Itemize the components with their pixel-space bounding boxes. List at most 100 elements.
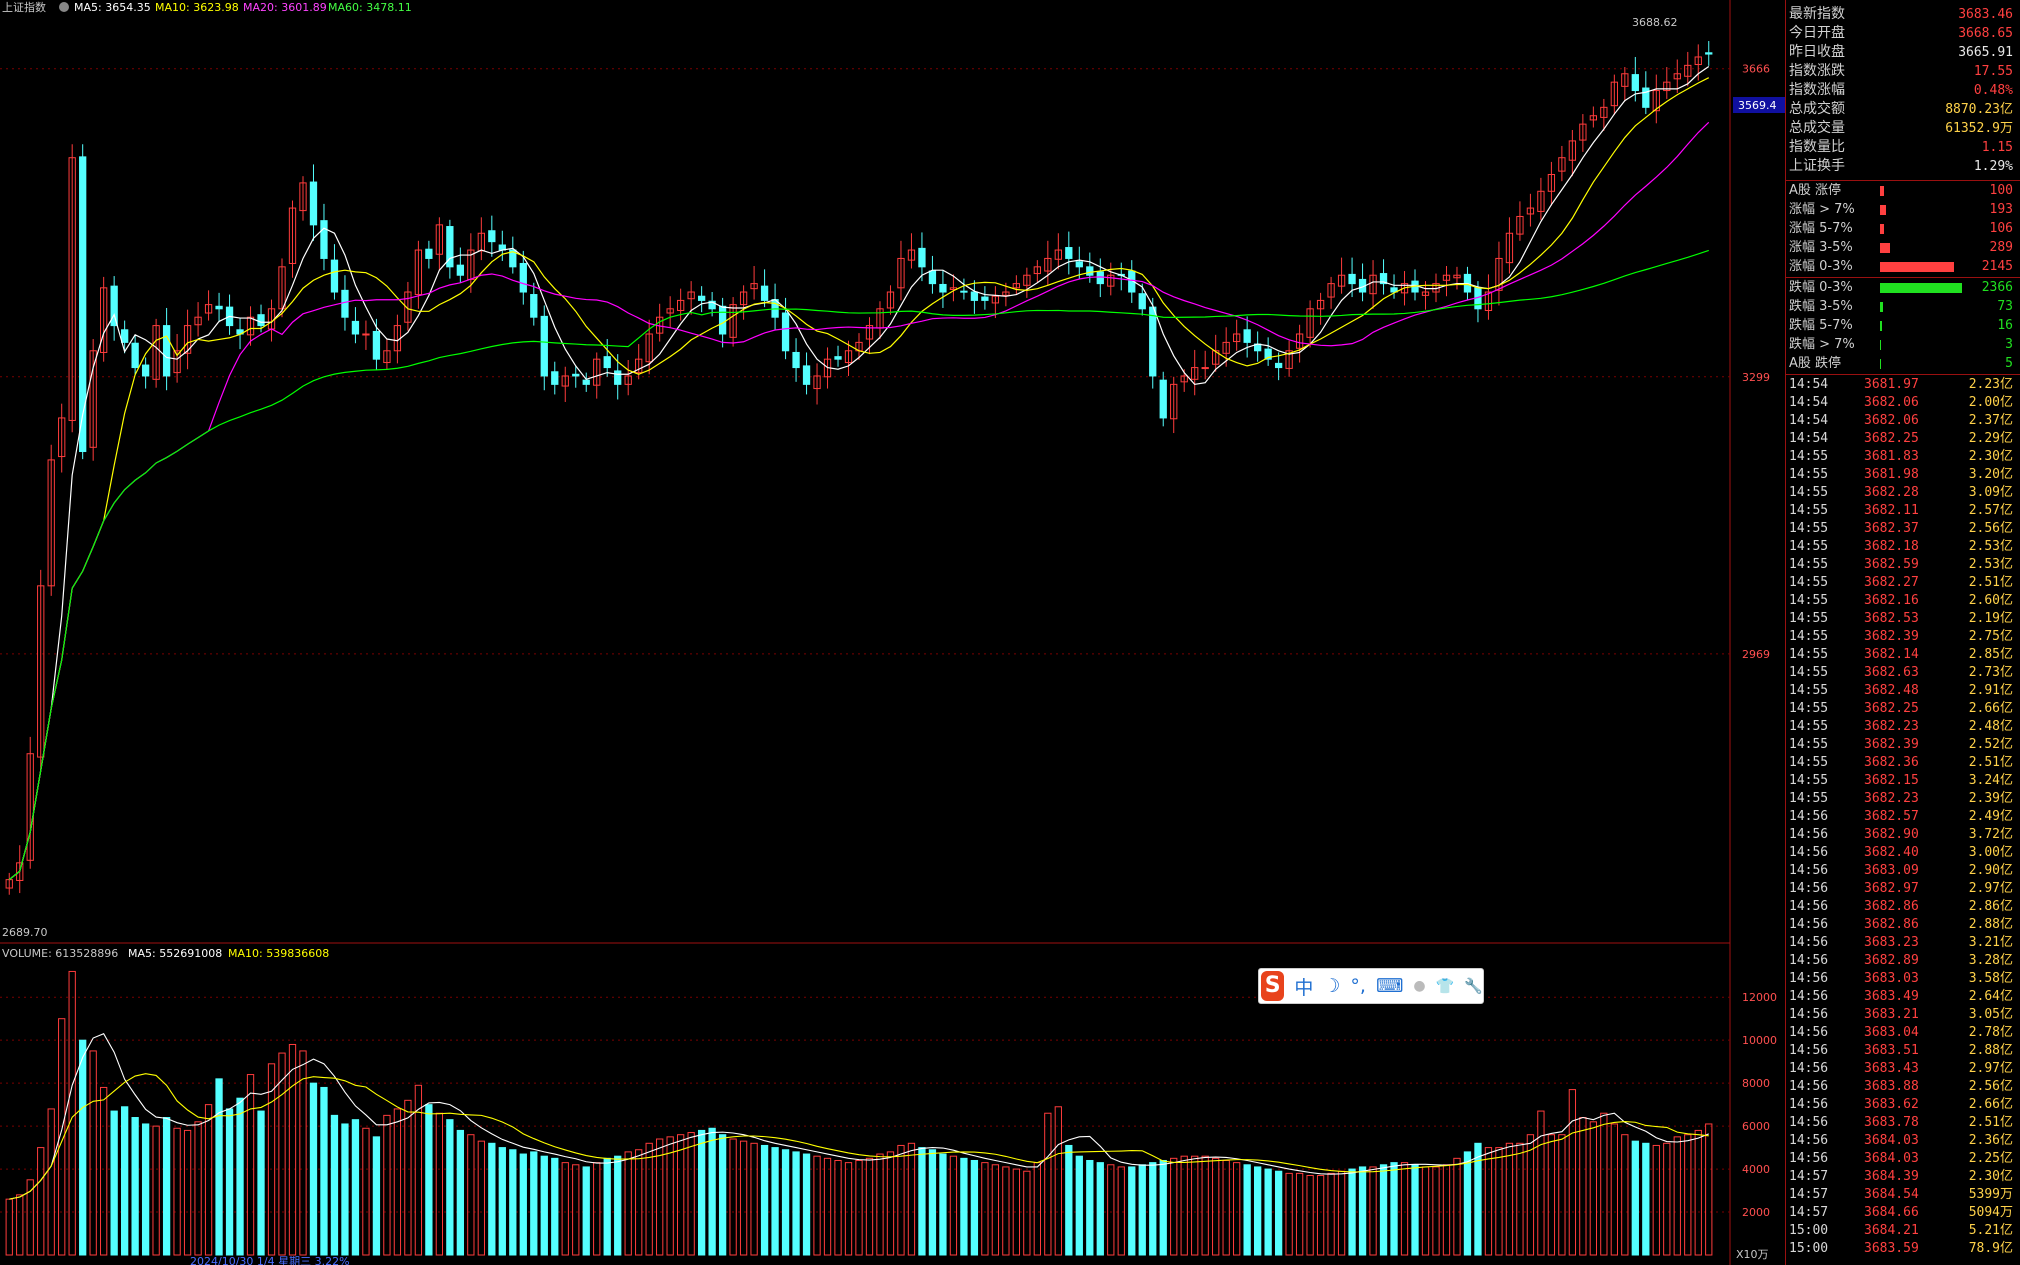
tick-row[interactable]: 14:56 3683.03 3.58亿 — [1786, 970, 2020, 988]
tick-row[interactable]: 14:56 3683.04 2.78亿 — [1786, 1024, 2020, 1042]
stat-row: 指数涨跌 17.55 — [1786, 62, 2020, 81]
tick-row[interactable]: 14:55 3682.23 2.48亿 — [1786, 718, 2020, 736]
volume-bar — [456, 1129, 464, 1256]
ma5-label: MA5: 3654.35 — [74, 1, 151, 14]
tick-row[interactable]: 14:55 3682.59 2.53亿 — [1786, 556, 2020, 574]
panel-separator — [1786, 374, 2020, 375]
tick-row[interactable]: 14:56 3682.57 2.49亿 — [1786, 808, 2020, 826]
user-icon[interactable]: ● — [1413, 978, 1426, 994]
tick-row[interactable]: 14:56 3683.88 2.56亿 — [1786, 1078, 2020, 1096]
candle-body — [624, 375, 632, 385]
volume-bar — [162, 1117, 171, 1256]
tick-row[interactable]: 14:55 3682.53 2.19亿 — [1786, 610, 2020, 628]
candle-body — [813, 375, 821, 390]
candle-body — [246, 316, 255, 336]
tick-row[interactable]: 14:55 3682.27 2.51亿 — [1786, 574, 2020, 592]
tick-row[interactable]: 14:54 3681.97 2.23亿 — [1786, 376, 2020, 394]
candle-body — [141, 364, 150, 377]
tick-row[interactable]: 14:55 3682.36 2.51亿 — [1786, 754, 2020, 772]
tick-amount: 2.30亿 — [1968, 449, 2013, 464]
tick-row[interactable]: 14:55 3681.83 2.30亿 — [1786, 448, 2020, 466]
tick-row[interactable]: 14:56 3682.40 3.00亿 — [1786, 844, 2020, 862]
candle-body — [68, 157, 76, 421]
tick-row[interactable]: 14:54 3682.25 2.29亿 — [1786, 430, 2020, 448]
candle-body — [204, 304, 213, 314]
ime-chinese-mode[interactable]: 中 — [1294, 976, 1314, 999]
tick-row[interactable]: 14:56 3683.23 3.21亿 — [1786, 934, 2020, 952]
stat-label: 总成交量 — [1789, 120, 1845, 136]
tick-row[interactable]: 14:57 3684.54 5399万 — [1786, 1186, 2020, 1204]
wrench-icon[interactable]: 🔧 — [1464, 977, 1483, 995]
volume-bar — [1432, 1166, 1440, 1256]
tick-row[interactable]: 14:54 3682.06 2.37亿 — [1786, 412, 2020, 430]
punctuation-icon[interactable]: °, — [1350, 975, 1366, 997]
volume-bar — [1075, 1155, 1083, 1256]
keyboard-icon[interactable]: ⌨ — [1375, 975, 1404, 997]
tick-row[interactable]: 14:55 3682.11 2.57亿 — [1786, 502, 2020, 520]
tick-row[interactable]: 14:56 3684.03 2.36亿 — [1786, 1132, 2020, 1150]
volume-bar — [215, 1078, 223, 1256]
tick-row[interactable]: 14:55 3682.39 2.75亿 — [1786, 628, 2020, 646]
tick-row[interactable]: 14:56 3683.21 3.05亿 — [1786, 1006, 2020, 1024]
settings-icon[interactable] — [59, 2, 69, 12]
breadth-bar — [1880, 302, 1883, 312]
tick-row[interactable]: 14:56 3682.86 2.86亿 — [1786, 898, 2020, 916]
skin-icon[interactable]: 👕 — [1435, 977, 1455, 995]
tick-row[interactable]: 14:56 3683.43 2.97亿 — [1786, 1060, 2020, 1078]
ime-toolbar[interactable]: S 中 ☽ °, ⌨ ● 👕 🔧 — [1258, 968, 1484, 1004]
tick-row[interactable]: 14:55 3682.15 3.24亿 — [1786, 772, 2020, 790]
tick-row[interactable]: 14:55 3682.25 2.66亿 — [1786, 700, 2020, 718]
volume-bar — [551, 1157, 559, 1256]
moon-icon[interactable]: ☽ — [1323, 975, 1341, 997]
tick-price: 3684.03 — [1864, 1151, 1919, 1166]
tick-row[interactable]: 14:56 3682.89 3.28亿 — [1786, 952, 2020, 970]
sogou-logo-icon[interactable]: S — [1261, 971, 1285, 1001]
tick-row[interactable]: 14:56 3683.49 2.64亿 — [1786, 988, 2020, 1006]
tick-amount: 2.66亿 — [1968, 701, 2013, 716]
tick-time: 14:55 — [1789, 791, 1829, 806]
tick-row[interactable]: 14:56 3683.51 2.88亿 — [1786, 1042, 2020, 1060]
kline-chart[interactable]: 3666 3299 2969 12000 10000 8000 6000 4000 2000 上… — [0, 0, 1785, 1265]
tick-row[interactable]: 15:00 3683.59 78.9亿 — [1786, 1240, 2020, 1258]
tick-row[interactable]: 14:57 3684.66 5094万 — [1786, 1204, 2020, 1222]
tick-row[interactable]: 14:55 3682.28 3.09亿 — [1786, 484, 2020, 502]
tick-row[interactable]: 14:56 3682.97 2.97亿 — [1786, 880, 2020, 898]
tick-row[interactable]: 14:56 3683.78 2.51亿 — [1786, 1114, 2020, 1132]
tick-row[interactable]: 14:56 3684.03 2.25亿 — [1786, 1150, 2020, 1168]
candle-body — [120, 329, 129, 343]
tick-row[interactable]: 14:56 3682.86 2.88亿 — [1786, 916, 2020, 934]
tick-row[interactable]: 14:55 3682.37 2.56亿 — [1786, 520, 2020, 538]
candle-body — [1306, 308, 1314, 338]
candle-body — [1138, 293, 1146, 310]
tick-row[interactable]: 14:56 3683.09 2.90亿 — [1786, 862, 2020, 880]
tick-row[interactable]: 14:55 3682.14 2.85亿 — [1786, 646, 2020, 664]
breadth-count: 2145 — [1981, 259, 2013, 274]
tick-row[interactable]: 14:56 3683.62 2.66亿 — [1786, 1096, 2020, 1114]
tick-row[interactable]: 14:57 3684.39 2.30亿 — [1786, 1168, 2020, 1186]
ma20-line — [8, 121, 1710, 881]
index-name-label: 上证指数 — [2, 0, 46, 14]
volume-bar — [1107, 1164, 1115, 1256]
stat-value: 3668.65 — [1958, 26, 2013, 41]
breadth-row: A股 跌停 5 — [1786, 354, 2020, 373]
candle-body — [1170, 383, 1178, 420]
tick-row[interactable]: 14:55 3681.98 3.20亿 — [1786, 466, 2020, 484]
tick-row[interactable]: 14:54 3682.06 2.00亿 — [1786, 394, 2020, 412]
tick-row[interactable]: 14:55 3682.18 2.53亿 — [1786, 538, 2020, 556]
tick-row[interactable]: 15:00 3684.21 5.21亿 — [1786, 1222, 2020, 1240]
tick-price: 3683.62 — [1864, 1097, 1919, 1112]
volume-bar — [855, 1159, 863, 1256]
tick-row[interactable]: 14:56 3682.90 3.72亿 — [1786, 826, 2020, 844]
volume-bar — [1138, 1164, 1146, 1256]
tick-row[interactable]: 14:55 3682.16 2.60亿 — [1786, 592, 2020, 610]
candle-body — [47, 459, 55, 587]
tick-time: 14:55 — [1789, 485, 1829, 500]
breadth-bar — [1880, 340, 1881, 350]
tick-row[interactable]: 14:55 3682.63 2.73亿 — [1786, 664, 2020, 682]
tick-row[interactable]: 14:55 3682.39 2.52亿 — [1786, 736, 2020, 754]
tick-row[interactable]: 14:55 3682.23 2.39亿 — [1786, 790, 2020, 808]
breadth-row: 跌幅 0-3% 2366 — [1786, 278, 2020, 297]
volume-bar — [813, 1155, 821, 1256]
tick-row[interactable]: 14:55 3682.48 2.91亿 — [1786, 682, 2020, 700]
volume-bar — [970, 1159, 979, 1256]
